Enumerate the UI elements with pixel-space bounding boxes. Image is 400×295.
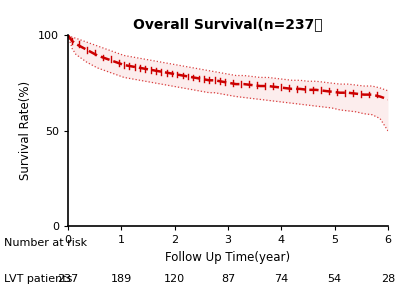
X-axis label: Follow Up Time(year): Follow Up Time(year)	[166, 251, 290, 264]
Text: 87: 87	[221, 274, 235, 284]
Text: 189: 189	[111, 274, 132, 284]
Text: 237: 237	[57, 274, 79, 284]
Y-axis label: Survival Rate(%): Survival Rate(%)	[20, 81, 32, 181]
Text: 28: 28	[381, 274, 395, 284]
Text: 74: 74	[274, 274, 288, 284]
Title: Overall Survival(n=237）: Overall Survival(n=237）	[133, 17, 323, 32]
Text: Number at risk: Number at risk	[4, 238, 87, 248]
Text: LVT patients: LVT patients	[4, 274, 72, 284]
Text: 120: 120	[164, 274, 185, 284]
Text: 54: 54	[328, 274, 342, 284]
